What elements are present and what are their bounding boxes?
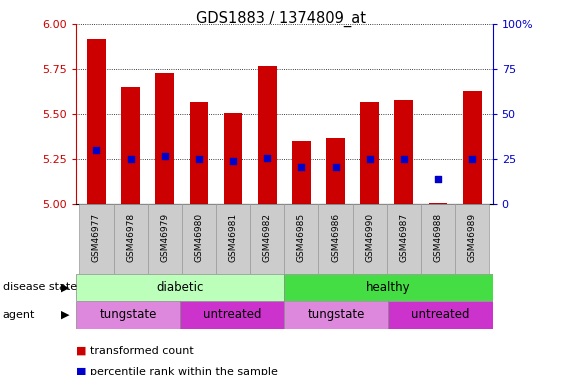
Text: ▶: ▶ <box>61 310 69 320</box>
Bar <box>292 141 311 204</box>
Point <box>434 176 443 182</box>
Bar <box>250 204 284 274</box>
Text: GSM46989: GSM46989 <box>468 213 477 262</box>
Text: ■: ■ <box>76 346 87 356</box>
Bar <box>421 204 455 274</box>
Point <box>160 153 169 159</box>
Point <box>263 154 272 160</box>
Point <box>92 147 101 153</box>
Bar <box>87 39 106 204</box>
Text: GSM46980: GSM46980 <box>194 213 203 262</box>
Bar <box>388 301 493 328</box>
Text: ■: ■ <box>76 367 87 375</box>
Bar <box>79 204 114 274</box>
Bar <box>224 112 243 204</box>
Point <box>229 158 238 164</box>
Text: GSM46987: GSM46987 <box>399 213 408 262</box>
Bar <box>387 204 421 274</box>
Bar <box>258 66 276 204</box>
Bar <box>284 204 319 274</box>
Bar <box>182 204 216 274</box>
Point <box>194 156 203 162</box>
Point <box>331 164 340 170</box>
Bar <box>326 138 345 204</box>
Text: ▶: ▶ <box>61 282 69 292</box>
Bar <box>395 100 413 204</box>
Text: agent: agent <box>3 310 35 320</box>
Text: GSM46977: GSM46977 <box>92 213 101 262</box>
Bar <box>428 202 448 204</box>
Text: untreated: untreated <box>412 308 470 321</box>
Bar <box>148 204 182 274</box>
Text: percentile rank within the sample: percentile rank within the sample <box>90 367 278 375</box>
Text: GSM46979: GSM46979 <box>160 213 169 262</box>
Point <box>365 156 374 162</box>
Bar <box>455 204 489 274</box>
Bar <box>319 204 352 274</box>
Text: GSM46985: GSM46985 <box>297 213 306 262</box>
Text: GSM46982: GSM46982 <box>263 213 272 262</box>
Point <box>468 156 477 162</box>
Text: healthy: healthy <box>366 281 411 294</box>
Bar <box>121 87 140 204</box>
Text: GSM46986: GSM46986 <box>331 213 340 262</box>
Bar <box>463 91 481 204</box>
Text: GSM46978: GSM46978 <box>126 213 135 262</box>
Bar <box>114 204 148 274</box>
Bar <box>284 274 493 301</box>
Bar <box>76 274 284 301</box>
Text: diabetic: diabetic <box>157 281 204 294</box>
Bar <box>352 204 387 274</box>
Text: transformed count: transformed count <box>90 346 194 356</box>
Bar <box>180 301 284 328</box>
Text: untreated: untreated <box>203 308 261 321</box>
Text: tungstate: tungstate <box>308 308 365 321</box>
Bar <box>216 204 250 274</box>
Bar <box>360 102 379 204</box>
Text: disease state: disease state <box>3 282 77 292</box>
Point <box>297 164 306 170</box>
Bar <box>190 102 208 204</box>
Text: GSM46990: GSM46990 <box>365 213 374 262</box>
Bar <box>76 301 180 328</box>
Text: GDS1883 / 1374809_at: GDS1883 / 1374809_at <box>196 10 367 27</box>
Point <box>399 156 408 162</box>
Point <box>126 156 135 162</box>
Bar <box>284 301 388 328</box>
Text: tungstate: tungstate <box>100 308 157 321</box>
Text: GSM46981: GSM46981 <box>229 213 238 262</box>
Bar <box>155 73 174 204</box>
Text: GSM46988: GSM46988 <box>434 213 443 262</box>
